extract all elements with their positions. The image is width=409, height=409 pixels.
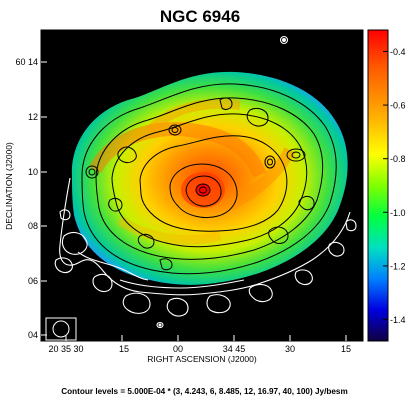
colorbar-tick-label: -0.6 xyxy=(390,101,406,111)
image-title: NGC 6946 xyxy=(159,7,241,26)
x-tick-label: 15 xyxy=(119,344,129,354)
x-tick-label: 34 45 xyxy=(223,344,246,354)
point-source xyxy=(282,38,286,42)
y-tick-marks xyxy=(41,61,47,336)
spiral-arm xyxy=(88,122,267,178)
contour-levels-caption: Contour levels = 5.000E-04 * (3, 4.243, … xyxy=(61,387,348,396)
y-tick-labels: 60 14 12 10 08 06 04 xyxy=(15,57,38,340)
y-tick-label: 60 14 xyxy=(15,57,38,67)
beam-box xyxy=(45,317,77,341)
point-source xyxy=(158,323,162,327)
x-tick-labels: 20 35 30 15 00 34 45 30 15 xyxy=(48,344,351,354)
inner-contours xyxy=(81,83,337,275)
x-tick-label: 00 xyxy=(173,344,183,354)
colorbar-tick-label: -1.4 xyxy=(390,315,406,325)
colorbar-tick-label: -1.0 xyxy=(390,208,406,218)
x-tick-label: 20 35 30 xyxy=(48,344,83,354)
x-tick-label: 30 xyxy=(285,344,295,354)
nucleus xyxy=(196,184,210,196)
map-frame xyxy=(40,29,364,342)
y-tick-label: 10 xyxy=(28,167,38,177)
colorbar-tick-label: -0.4 xyxy=(390,47,406,57)
y-tick-label: 04 xyxy=(28,330,38,340)
colorbar-ticks: -0.4 -0.6 -0.8 -1.0 -1.2 -1.4 xyxy=(383,47,406,325)
x-tick-label: 15 xyxy=(341,344,351,354)
colorbar-tick-label: -1.2 xyxy=(390,261,406,271)
y-tick-label: 06 xyxy=(28,276,38,286)
y-tick-label: 12 xyxy=(28,112,38,122)
x-axis-label: RIGHT ASCENSION (J2000) xyxy=(147,354,257,364)
spiral-arm xyxy=(146,98,241,134)
outer-contours xyxy=(54,35,357,329)
colorbar xyxy=(367,29,389,342)
y-tick-label: 08 xyxy=(28,221,38,231)
colorbar-tick-label: -0.8 xyxy=(390,154,406,164)
y-axis-label: DECLINATION (J2000) xyxy=(4,142,14,230)
galaxy-image xyxy=(45,35,357,341)
beam-ellipse xyxy=(52,320,70,338)
x-tick-marks xyxy=(65,335,347,341)
